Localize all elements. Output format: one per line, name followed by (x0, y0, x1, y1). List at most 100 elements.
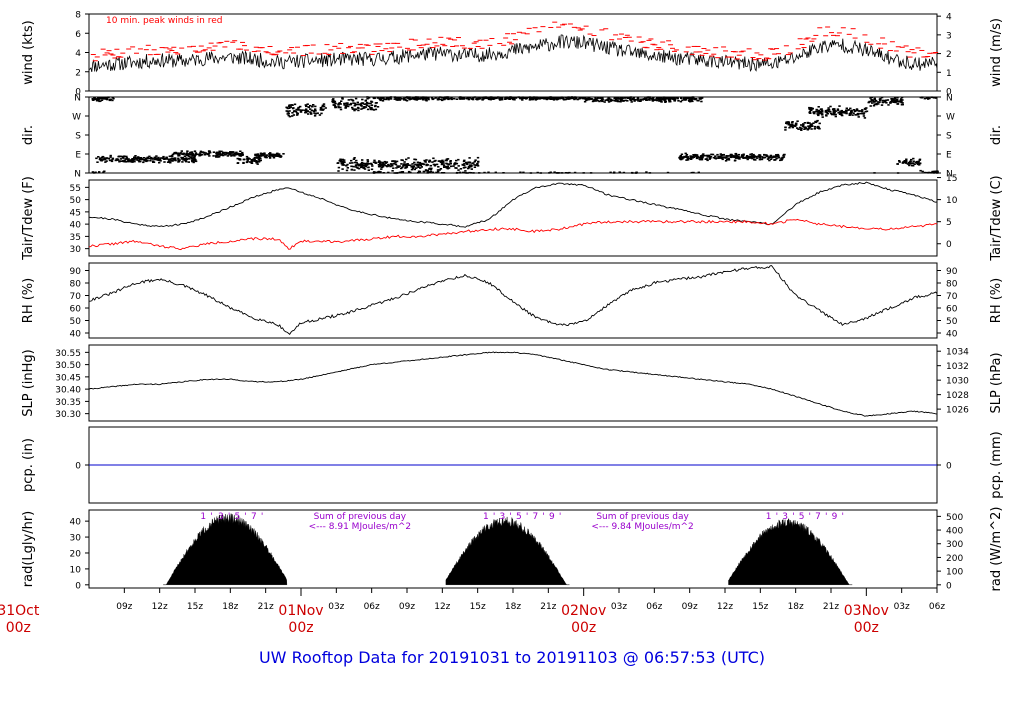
dir-mark (187, 161, 190, 163)
dir-mark (307, 113, 310, 115)
dir-mark (337, 166, 341, 169)
dir-mark (351, 162, 354, 164)
dir-mark (871, 99, 874, 101)
dir-ylabel: dir. (21, 125, 36, 145)
dir-mark (719, 153, 722, 155)
dir-mark (99, 158, 103, 161)
dir-mark (425, 164, 428, 167)
dir-mark (464, 172, 468, 174)
dir-mark (440, 172, 444, 174)
dir-mark (431, 98, 434, 101)
dir-mark (817, 125, 820, 128)
dir-mark (808, 106, 811, 109)
dir-mark (594, 100, 597, 102)
dir-mark (478, 172, 481, 174)
dir-mark (373, 159, 376, 162)
dir-mark (808, 122, 811, 124)
dir-mark (384, 164, 387, 167)
dir-mark (539, 172, 542, 174)
dir-mark (430, 167, 433, 170)
dir-mark (387, 98, 390, 101)
dir-mark (420, 96, 423, 98)
dir-mark (892, 99, 895, 102)
dir-mark (168, 161, 171, 163)
dir-mark (351, 99, 354, 101)
dir-mark (864, 110, 867, 113)
dir-mark (455, 172, 459, 174)
dir-mark (440, 163, 444, 166)
dir-mark (185, 152, 189, 154)
dir-mark (587, 98, 590, 100)
dir-mark (463, 159, 466, 162)
dir-mark (413, 161, 416, 164)
dir-mark (873, 97, 876, 100)
dir-mark (535, 98, 538, 100)
slp-rtick-label: 1028 (946, 391, 969, 401)
wind-rtick-label: 4 (946, 13, 952, 23)
dir-mark (818, 112, 821, 115)
dir-mark (900, 98, 903, 100)
dir-mark (443, 166, 446, 168)
dir-mark (346, 103, 349, 106)
dir-mark (421, 163, 424, 165)
rad-ytick-label: 40 (70, 518, 82, 528)
dir-mark (758, 155, 762, 158)
dir-mark (93, 96, 96, 99)
dir-mark (393, 172, 396, 174)
dir-mark (690, 97, 694, 100)
dir-mark (92, 99, 95, 101)
dir-mark (238, 154, 241, 157)
dir-mark (559, 97, 562, 100)
dir-mark (428, 160, 432, 162)
dir-mark (862, 112, 866, 114)
rad-sum-value-1: <--- 8.91 MJoules/m^2 (309, 522, 411, 532)
date-sub-label: 00z (288, 620, 313, 636)
dir-mark (865, 110, 869, 113)
dir-mark (363, 107, 366, 109)
dir-rtick-label: S (946, 132, 952, 142)
dir-mark (896, 172, 900, 174)
dir-mark (763, 156, 767, 159)
dir-mark (414, 163, 417, 166)
dir-mark (529, 172, 533, 174)
dir-mark (551, 96, 554, 99)
dir-mark (309, 111, 312, 113)
dir-mark (679, 155, 682, 158)
dir-mark (446, 158, 450, 160)
dir-mark (537, 98, 540, 100)
dir-mark (218, 153, 221, 155)
dir-mark (767, 156, 770, 158)
rad-hour-tick: ' (776, 512, 778, 522)
dir-mark (596, 99, 599, 102)
dir-mark (364, 165, 367, 168)
dir-mark (157, 156, 160, 159)
dir-rtick-label: E (946, 151, 952, 161)
dir-mark (818, 122, 821, 125)
dir-mark (913, 163, 916, 165)
dir-mark (849, 112, 852, 114)
rad-day-2 (445, 516, 570, 585)
dir-mark (350, 165, 353, 168)
dir-mark (720, 156, 723, 159)
dir-mark (112, 97, 115, 100)
dir-mark (192, 161, 195, 164)
dir-mark (124, 161, 127, 163)
dir-mark (899, 99, 902, 101)
dir-mark (843, 112, 847, 114)
dir-mark (931, 96, 934, 99)
dir-mark (923, 171, 927, 174)
dir-mark (554, 97, 558, 99)
dir-ytick-label: W (72, 113, 81, 123)
dir-mark (382, 96, 385, 99)
dir-mark (838, 105, 841, 107)
rad-ylabel: rad(Lgly/hr) (21, 511, 36, 587)
dir-mark (289, 106, 292, 108)
dir-mark (548, 172, 551, 174)
slp-rtick-label: 1032 (946, 362, 969, 372)
dir-mark (584, 96, 587, 99)
dir-mark (306, 103, 309, 105)
dir-mark (457, 158, 460, 161)
dir-mark (708, 158, 711, 160)
